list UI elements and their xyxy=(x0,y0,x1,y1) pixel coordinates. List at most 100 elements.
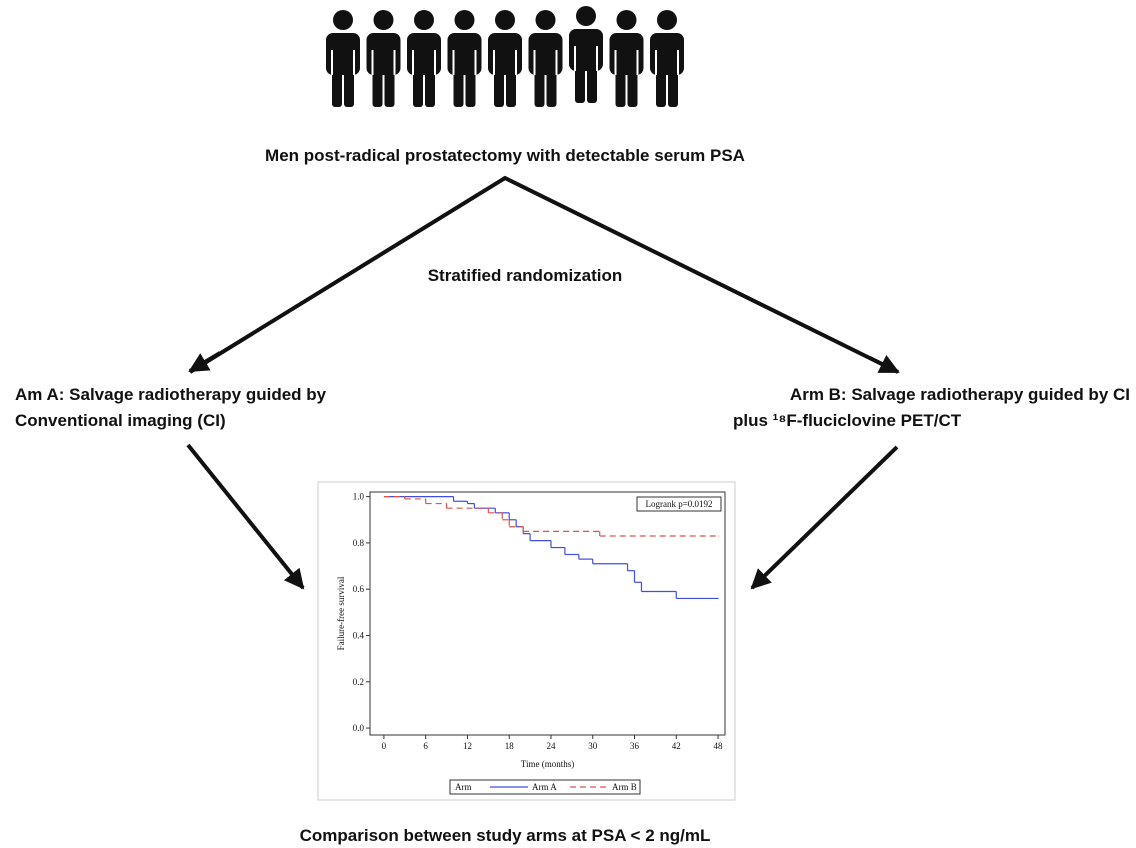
leg xyxy=(425,65,435,107)
population-label: Men post-radical prostatectomy with dete… xyxy=(265,146,745,165)
people-icons xyxy=(326,6,684,107)
leg xyxy=(494,65,504,107)
leg xyxy=(332,65,342,107)
y-tick-label: 0.0 xyxy=(353,723,365,733)
y-tick-label: 0.6 xyxy=(353,584,365,594)
arm-gap xyxy=(412,50,414,75)
arm-gap xyxy=(677,50,679,75)
arm-gap xyxy=(574,46,576,71)
person-icon xyxy=(326,10,360,107)
leg xyxy=(372,65,383,107)
arm-gap xyxy=(474,50,477,75)
arm-a-label: Conventional imaging (CI) xyxy=(15,411,226,430)
y-tick-label: 0.2 xyxy=(353,677,364,687)
y-tick-label: 1.0 xyxy=(353,492,365,502)
legend-label: Arm A xyxy=(532,782,557,792)
x-tick-label: 36 xyxy=(630,741,640,751)
arrow xyxy=(186,443,305,590)
leg xyxy=(344,65,354,107)
torso xyxy=(650,33,684,75)
arm-gap xyxy=(614,50,617,75)
head xyxy=(657,10,677,30)
torso xyxy=(366,33,401,75)
head xyxy=(414,10,434,30)
annotation: Logrank p=0.0192 xyxy=(636,496,722,512)
arm-gap xyxy=(353,50,355,75)
x-tick-label: 24 xyxy=(546,741,556,751)
leg xyxy=(506,65,516,107)
head xyxy=(333,10,353,30)
person-icon xyxy=(609,10,644,107)
leg xyxy=(453,65,464,107)
person-icon xyxy=(650,10,684,107)
x-tick-label: 12 xyxy=(463,741,472,751)
leg xyxy=(615,65,626,107)
arm-gap xyxy=(452,50,455,75)
legend-box xyxy=(449,779,641,795)
legend-title: Arm xyxy=(455,782,472,792)
arrow xyxy=(188,351,222,373)
arm-a-label: Am A: Salvage radiotherapy guided by xyxy=(15,385,327,404)
arm-b-label: Arm B: Salvage radiotherapy guided by CI xyxy=(790,385,1130,404)
leg xyxy=(656,65,666,107)
y-axis-label: Failure-free survival xyxy=(336,576,346,650)
arm-gap xyxy=(493,50,495,75)
arm-gap xyxy=(434,50,436,75)
arm-gap xyxy=(555,50,558,75)
head xyxy=(616,10,637,30)
x-tick-label: 6 xyxy=(423,741,428,751)
torso xyxy=(326,33,360,75)
arm-gap xyxy=(596,46,598,71)
head xyxy=(576,6,596,26)
chart-frame xyxy=(317,481,736,801)
arrow xyxy=(750,445,899,590)
head xyxy=(454,10,475,30)
arm-gap xyxy=(393,50,396,75)
x-tick-label: 0 xyxy=(382,741,387,751)
torso xyxy=(609,33,644,75)
leg xyxy=(546,65,557,107)
person-icon xyxy=(488,10,522,107)
arm-gap xyxy=(636,50,639,75)
randomization-lines xyxy=(188,175,899,374)
person-icon xyxy=(528,10,563,107)
x-axis-label: Time (months) xyxy=(521,759,574,769)
torso xyxy=(447,33,482,75)
arm-gap xyxy=(533,50,536,75)
annotation-text: Logrank p=0.0192 xyxy=(645,499,712,509)
outcome-label: Comparison between study arms at PSA < 2… xyxy=(300,826,711,845)
randomization-label: Stratified randomization xyxy=(428,266,623,285)
legend: Arm Arm A Arm B xyxy=(449,779,641,795)
torso xyxy=(569,29,603,71)
head xyxy=(373,10,394,30)
arm-gap xyxy=(331,50,333,75)
torso xyxy=(528,33,563,75)
leg xyxy=(668,65,678,107)
x-tick-label: 30 xyxy=(588,741,598,751)
chart: 0.0 0.2 0.4 0.6 0.8 1.0 0 6 12 18 24 30 36 42 48 Time (… xyxy=(336,491,726,795)
y-tick-label: 0.4 xyxy=(353,630,365,640)
legend-label: Arm B xyxy=(612,782,637,792)
torso xyxy=(407,33,441,75)
leg xyxy=(575,61,585,103)
arm-b-label: plus ¹⁸F-fluciclovine PET/CT xyxy=(733,411,962,430)
x-tick-label: 42 xyxy=(672,741,681,751)
plot-area xyxy=(369,491,726,736)
person-icon xyxy=(407,10,441,107)
arm-gap xyxy=(371,50,374,75)
torso xyxy=(488,33,522,75)
arrow xyxy=(869,355,900,374)
leg xyxy=(413,65,423,107)
person-icon xyxy=(447,10,482,107)
person-icon xyxy=(569,6,603,103)
head xyxy=(495,10,515,30)
arm-gap xyxy=(515,50,517,75)
leg xyxy=(534,65,545,107)
person-icon xyxy=(366,10,401,107)
annotation-box xyxy=(636,496,722,512)
x-tick-label: 48 xyxy=(714,741,724,751)
leg xyxy=(587,61,597,103)
arm-gap xyxy=(655,50,657,75)
head xyxy=(535,10,556,30)
